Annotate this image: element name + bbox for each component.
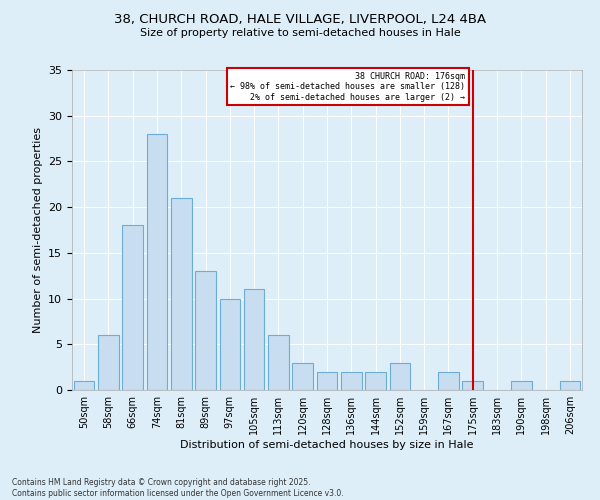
Bar	[365, 372, 386, 390]
Y-axis label: Number of semi-detached properties: Number of semi-detached properties	[32, 127, 43, 333]
Bar	[341, 372, 362, 390]
Text: 38, CHURCH ROAD, HALE VILLAGE, LIVERPOOL, L24 4BA: 38, CHURCH ROAD, HALE VILLAGE, LIVERPOOL…	[114, 12, 486, 26]
Bar	[463, 381, 483, 390]
Bar	[560, 381, 580, 390]
Bar	[438, 372, 459, 390]
Bar	[146, 134, 167, 390]
Bar	[74, 381, 94, 390]
Bar	[317, 372, 337, 390]
Bar	[268, 335, 289, 390]
Bar	[220, 298, 240, 390]
Text: Contains HM Land Registry data © Crown copyright and database right 2025.
Contai: Contains HM Land Registry data © Crown c…	[12, 478, 344, 498]
Bar	[171, 198, 191, 390]
Bar	[244, 290, 265, 390]
Bar	[389, 362, 410, 390]
Bar	[511, 381, 532, 390]
Bar	[195, 271, 216, 390]
Text: Size of property relative to semi-detached houses in Hale: Size of property relative to semi-detach…	[140, 28, 460, 38]
Bar	[292, 362, 313, 390]
X-axis label: Distribution of semi-detached houses by size in Hale: Distribution of semi-detached houses by …	[180, 440, 474, 450]
Text: 38 CHURCH ROAD: 176sqm
← 98% of semi-detached houses are smaller (128)
2% of sem: 38 CHURCH ROAD: 176sqm ← 98% of semi-det…	[230, 72, 466, 102]
Bar	[98, 335, 119, 390]
Bar	[122, 226, 143, 390]
